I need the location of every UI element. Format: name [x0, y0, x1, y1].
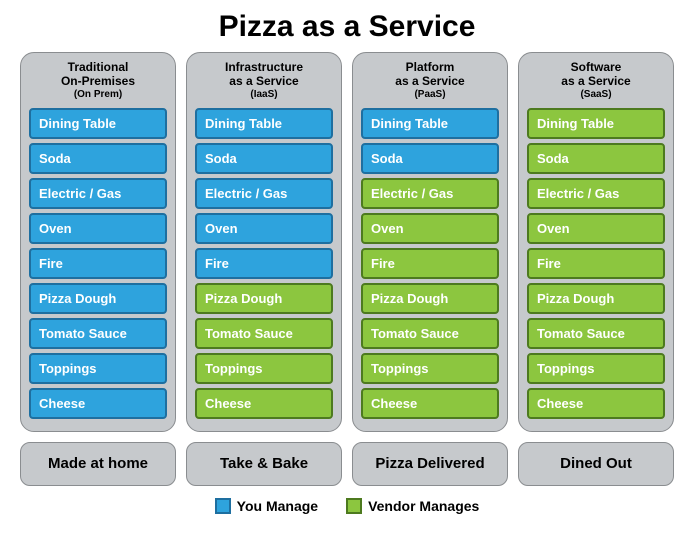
layer-box: Electric / Gas	[527, 178, 665, 209]
layer-box: Dining Table	[527, 108, 665, 139]
layer-box: Oven	[527, 213, 665, 244]
column-head-line2: as a Service	[361, 75, 499, 89]
layer-box: Tomato Sauce	[29, 318, 167, 349]
layer-box: Pizza Dough	[195, 283, 333, 314]
column-footer: Pizza Delivered	[352, 442, 508, 486]
layer-box: Cheese	[527, 388, 665, 419]
column-header: Softwareas a Service(SaaS)	[525, 59, 667, 104]
footers-container: Made at homeTake & BakePizza DeliveredDi…	[0, 432, 694, 486]
layer-box: Cheese	[195, 388, 333, 419]
column-head-line2: as a Service	[527, 75, 665, 89]
layer-box: Oven	[195, 213, 333, 244]
legend-vendor: Vendor Manages	[346, 498, 479, 514]
layer-box: Electric / Gas	[195, 178, 333, 209]
column-header: Platformas a Service(PaaS)	[359, 59, 501, 104]
column-head-line1: Infrastructure	[195, 61, 333, 75]
layer-box: Dining Table	[361, 108, 499, 139]
layer-box: Soda	[527, 143, 665, 174]
column-footer: Dined Out	[518, 442, 674, 486]
service-column: TraditionalOn-Premises(On Prem) Dining Ta…	[20, 52, 176, 432]
column-head-line3: (On Prem)	[29, 89, 167, 101]
legend-you-label: You Manage	[237, 498, 318, 514]
layer-box: Toppings	[361, 353, 499, 384]
layer-box: Toppings	[195, 353, 333, 384]
layer-box: Tomato Sauce	[195, 318, 333, 349]
column-head-line1: Software	[527, 61, 665, 75]
column-head-line3: (IaaS)	[195, 89, 333, 101]
legend-vendor-label: Vendor Manages	[368, 498, 479, 514]
layer-box: Soda	[195, 143, 333, 174]
layer-box: Pizza Dough	[361, 283, 499, 314]
column-header: TraditionalOn-Premises(On Prem)	[27, 59, 169, 104]
legend-you: You Manage	[215, 498, 318, 514]
layer-box: Electric / Gas	[29, 178, 167, 209]
legend-you-swatch	[215, 498, 231, 514]
column-head-line2: as a Service	[195, 75, 333, 89]
layer-box: Pizza Dough	[29, 283, 167, 314]
layer-box: Soda	[361, 143, 499, 174]
layer-box: Toppings	[527, 353, 665, 384]
column-header: Infrastructureas a Service(IaaS)	[193, 59, 335, 104]
layer-box: Tomato Sauce	[361, 318, 499, 349]
column-head-line3: (SaaS)	[527, 89, 665, 101]
layer-box: Cheese	[29, 388, 167, 419]
layer-box: Cheese	[361, 388, 499, 419]
column-head-line1: Platform	[361, 61, 499, 75]
column-head-line1: Traditional	[29, 61, 167, 75]
layer-box: Oven	[361, 213, 499, 244]
layer-box: Oven	[29, 213, 167, 244]
layer-box: Dining Table	[195, 108, 333, 139]
service-column: Platformas a Service(PaaS) Dining Table So…	[352, 52, 508, 432]
layer-box: Pizza Dough	[527, 283, 665, 314]
service-column: Softwareas a Service(SaaS) Dining Table So…	[518, 52, 674, 432]
legend: You Manage Vendor Manages	[0, 486, 694, 514]
layer-box: Fire	[29, 248, 167, 279]
layer-box: Toppings	[29, 353, 167, 384]
service-column: Infrastructureas a Service(IaaS) Dining T…	[186, 52, 342, 432]
layer-box: Electric / Gas	[361, 178, 499, 209]
legend-vendor-swatch	[346, 498, 362, 514]
layer-box: Fire	[527, 248, 665, 279]
page-title: Pizza as a Service	[0, 0, 694, 52]
column-head-line3: (PaaS)	[361, 89, 499, 101]
columns-container: TraditionalOn-Premises(On Prem) Dining Ta…	[0, 52, 694, 432]
column-footer: Made at home	[20, 442, 176, 486]
layer-box: Dining Table	[29, 108, 167, 139]
layer-box: Fire	[195, 248, 333, 279]
column-footer: Take & Bake	[186, 442, 342, 486]
layer-box: Tomato Sauce	[527, 318, 665, 349]
layer-box: Soda	[29, 143, 167, 174]
column-head-line2: On-Premises	[29, 75, 167, 89]
layer-box: Fire	[361, 248, 499, 279]
